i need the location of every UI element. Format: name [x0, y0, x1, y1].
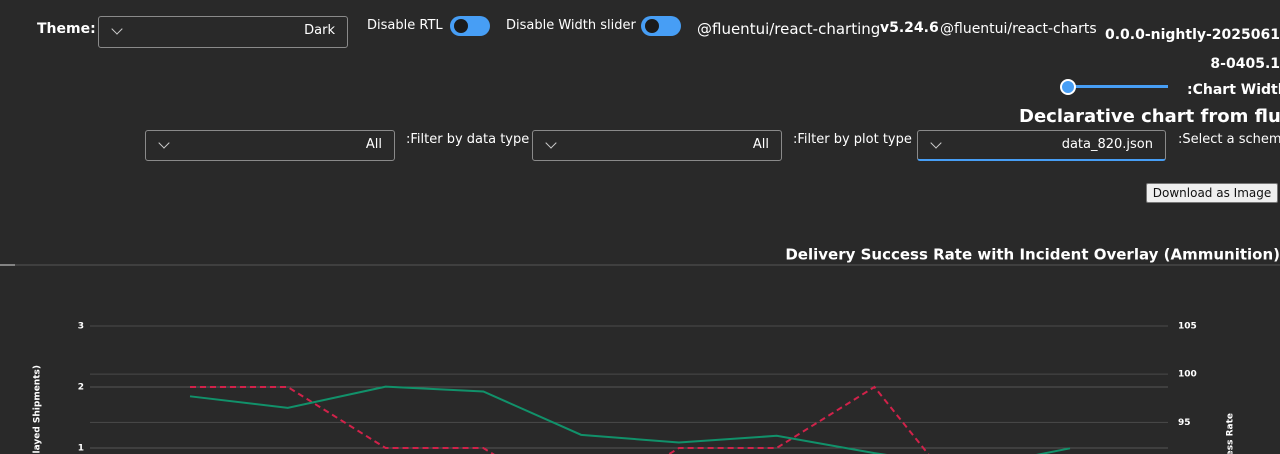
heading: Declarative chart from fluent — [1019, 106, 1280, 127]
slider-label: :Chart Width — [1187, 82, 1280, 98]
filter-label: :Select a schema — [1178, 132, 1280, 147]
series-line — [189, 385, 1071, 454]
y2-tick-label: 105 — [1178, 322, 1197, 332]
dropdown-value: All — [365, 137, 382, 152]
y2-tick-label: 100 — [1178, 370, 1197, 380]
y-tick-label: 1 — [78, 444, 84, 454]
theme-value: Dark — [304, 23, 335, 38]
dropdown[interactable]: data_820.json — [917, 130, 1166, 161]
package-version: 0.0.0-nightly-20250618-0405.1 — [1104, 27, 1280, 72]
dropdown-value: All — [752, 137, 769, 152]
toggle-label: Disable RTL — [367, 18, 443, 33]
y-axis-label: Delayed Shipments) — [33, 365, 43, 454]
dropdown-value: data_820.json — [1061, 137, 1153, 152]
dropdown[interactable]: All — [532, 130, 782, 161]
slider-track[interactable] — [1068, 85, 1168, 88]
y-tick-label: 3 — [78, 322, 84, 332]
series-line — [190, 385, 930, 454]
package-name: @fluentui/react-charting — [697, 20, 881, 38]
toggle[interactable] — [641, 16, 681, 36]
package-name: @fluentui/react-charts — [940, 21, 1097, 37]
dropdown[interactable]: All — [145, 130, 395, 161]
download-button[interactable]: Download as Image — [1146, 183, 1278, 203]
chart-title: Delivery Success Rate with Incident Over… — [785, 246, 1280, 264]
theme-dropdown[interactable]: Dark — [98, 16, 348, 48]
filter-label: :Filter by plot type — [793, 132, 912, 147]
package-version: v5.24.6 — [880, 20, 939, 36]
y2-axis-label: cess Rate — [1226, 413, 1236, 454]
filter-label: :Filter by data type — [406, 132, 530, 147]
toggle[interactable] — [450, 16, 490, 36]
y-tick-label: 2 — [78, 383, 84, 393]
toggle-label: Disable Width slider — [506, 18, 636, 33]
slider-thumb[interactable] — [1060, 79, 1076, 95]
y2-tick-label: 95 — [1178, 418, 1191, 428]
theme-label: Theme: — [37, 21, 96, 37]
